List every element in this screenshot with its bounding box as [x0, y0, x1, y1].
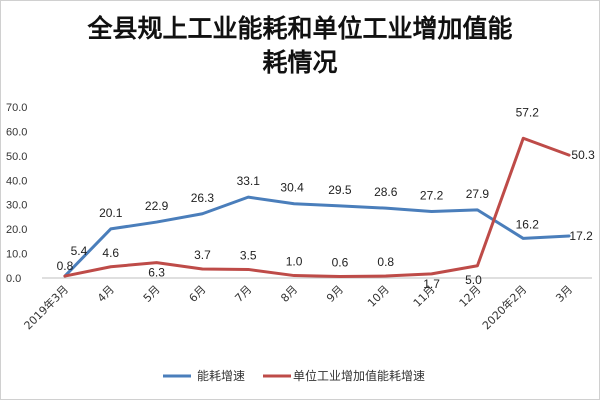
data-label: 22.9: [145, 199, 169, 213]
data-label: 20.1: [99, 206, 123, 220]
data-label: 57.2: [516, 105, 540, 119]
legend-label-1: 能耗增速: [197, 369, 245, 383]
chart-title: 全县规上工业能耗和单位工业增加值能 耗情况: [0, 12, 600, 80]
data-label: 5.0: [465, 273, 482, 287]
y-tick-label: 10.0: [6, 249, 27, 261]
data-label: 33.1: [237, 174, 261, 188]
y-tick-label: 40.0: [6, 175, 27, 187]
x-tick-label: 9月: [324, 283, 346, 305]
data-label: 17.2: [569, 229, 593, 243]
data-label: 1.7: [423, 277, 440, 291]
data-label: 6.3: [148, 266, 165, 280]
data-label: 0.8: [377, 255, 394, 269]
series-line-1: [63, 195, 571, 278]
x-tick-label: 7月: [232, 283, 254, 305]
x-tick-label: 2020年2月: [479, 282, 529, 332]
x-tick-label: 2019年3月: [21, 282, 71, 332]
y-tick-label: 30.0: [6, 200, 27, 212]
data-label: 27.9: [466, 187, 490, 201]
y-tick-label: 60.0: [6, 126, 27, 138]
data-label: 28.6: [374, 185, 398, 199]
y-tick-label: 20.0: [6, 224, 27, 236]
data-label: 27.2: [420, 189, 444, 203]
x-tick-label: 12月: [457, 283, 484, 310]
x-tick-label: 3月: [553, 283, 575, 305]
y-tick-label: 50.0: [6, 151, 27, 163]
y-tick-label: 70.0: [6, 102, 27, 114]
data-label: 16.2: [516, 217, 540, 231]
x-tick-label: 10月: [365, 283, 392, 310]
x-tick-label: 8月: [278, 283, 300, 305]
data-label: 0.6: [332, 256, 349, 270]
data-label: 3.5: [240, 248, 257, 262]
x-tick-label: 6月: [187, 283, 209, 305]
data-label: 29.5: [328, 183, 352, 197]
data-label: 5.4: [71, 244, 88, 258]
y-tick-label: 0.0: [6, 273, 21, 285]
chart-title-line-2: 耗情况: [262, 48, 338, 77]
series-line-2: [63, 136, 571, 279]
x-tick-label: 4月: [95, 283, 117, 305]
data-label: 4.6: [102, 246, 119, 260]
legend-label-2: 单位工业增加值能耗增速: [293, 368, 425, 383]
data-label: 1.0: [286, 255, 303, 269]
data-label: 3.7: [194, 248, 211, 262]
data-label: 50.3: [571, 148, 595, 162]
chart-title-line-1: 全县规上工业能耗和单位工业增加值能: [87, 14, 513, 43]
data-label: 30.4: [280, 181, 304, 195]
data-label: 26.3: [191, 191, 215, 205]
x-tick-label: 5月: [141, 283, 163, 305]
data-label: 0.8: [57, 259, 74, 273]
